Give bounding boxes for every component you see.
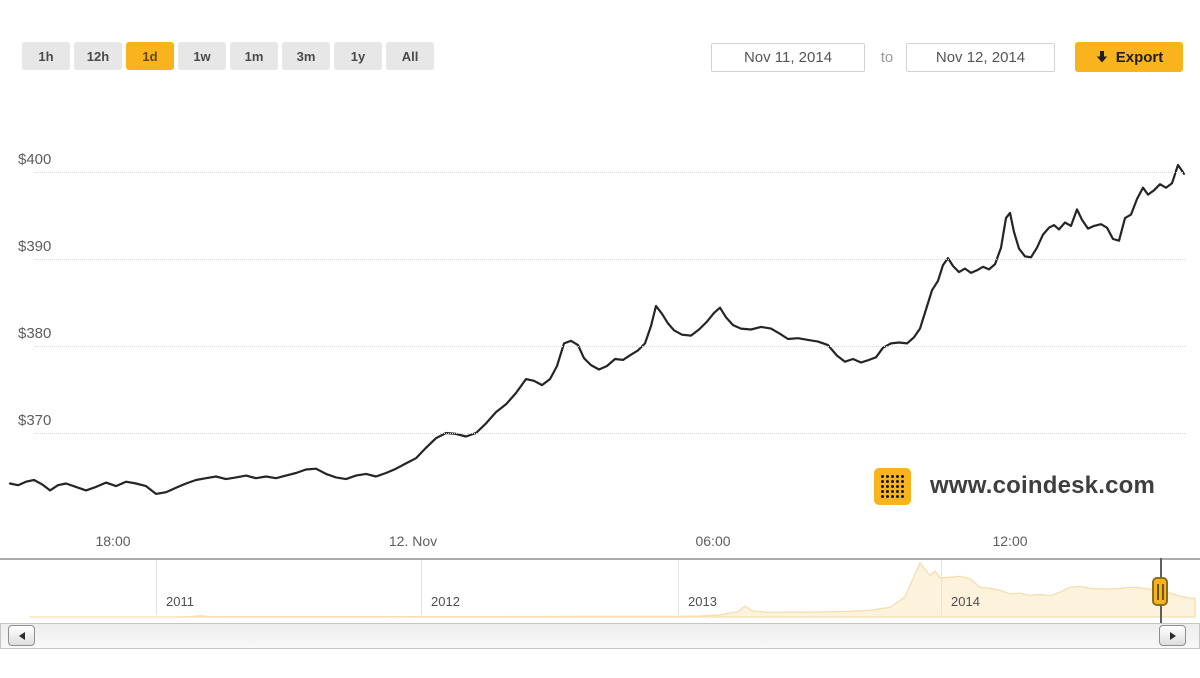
logo-dot	[881, 495, 884, 498]
logo-dot	[891, 485, 894, 488]
scrollbar-left-button[interactable]	[8, 625, 35, 646]
navigator-handle[interactable]	[1152, 577, 1168, 606]
download-arrow-icon	[1096, 51, 1107, 63]
x-axis-label: 12:00	[992, 533, 1028, 549]
logo-dot	[896, 490, 899, 493]
y-axis-label: $400	[18, 151, 52, 168]
handle-grip-line	[1161, 583, 1164, 600]
logo-dot	[901, 495, 904, 498]
handle-grip-line	[1156, 583, 1159, 600]
y-axis-label: $370	[18, 412, 52, 429]
range-button-1d[interactable]: 1d	[126, 42, 174, 70]
range-button-3m[interactable]: 3m	[282, 42, 330, 70]
logo-dot	[886, 485, 889, 488]
export-button[interactable]: Export	[1075, 42, 1183, 72]
logo-dot	[886, 475, 889, 478]
logo-dot	[881, 475, 884, 478]
navigator-year-gridline	[421, 560, 422, 615]
logo-dot	[891, 475, 894, 478]
logo-dot	[901, 490, 904, 493]
x-axis-label: 06:00	[695, 533, 731, 549]
logo-dot	[886, 490, 889, 493]
range-button-1w[interactable]: 1w	[178, 42, 226, 70]
coindesk-watermark: www.coindesk.com	[930, 472, 1156, 499]
navigator[interactable]	[0, 558, 1200, 620]
date-to-input[interactable]	[906, 43, 1055, 72]
logo-dot	[896, 480, 899, 483]
logo-dot	[891, 490, 894, 493]
x-axis-label: 18:00	[95, 533, 131, 549]
range-button-1m[interactable]: 1m	[230, 42, 278, 70]
logo-dot	[901, 485, 904, 488]
logo-dot	[891, 480, 894, 483]
logo-dot	[886, 495, 889, 498]
x-axis-label: 12. Nov	[388, 533, 438, 549]
navigator-top-border	[0, 558, 1200, 560]
navigator-year-label: 2013	[688, 594, 717, 609]
arrow-right-icon	[1169, 631, 1176, 640]
logo-dot	[901, 475, 904, 478]
logo-dot	[901, 480, 904, 483]
y-axis-label: $390	[18, 238, 52, 255]
navigator-year-label: 2014	[951, 594, 980, 609]
range-button-1h[interactable]: 1h	[22, 42, 70, 70]
coindesk-logo-icon	[874, 468, 911, 505]
logo-dot	[896, 475, 899, 478]
logo-dot	[881, 480, 884, 483]
logo-dot	[891, 495, 894, 498]
navigator-year-gridline	[156, 560, 157, 615]
scrollbar-right-button[interactable]	[1159, 625, 1186, 646]
navigator-year-gridline	[941, 560, 942, 615]
gridline-400	[35, 172, 1185, 173]
navigator-year-gridline	[678, 560, 679, 615]
logo-dot	[881, 490, 884, 493]
navigator-year-label: 2012	[431, 594, 460, 609]
range-buttons: 1h 12h 1d 1w 1m 3m 1y All	[22, 42, 434, 70]
logo-dot	[896, 485, 899, 488]
export-button-label: Export	[1115, 48, 1164, 66]
arrow-left-icon	[18, 631, 25, 640]
gridline-370	[35, 433, 1185, 434]
gridline-380	[35, 346, 1185, 347]
range-button-all[interactable]: All	[386, 42, 434, 70]
logo-dot	[886, 480, 889, 483]
range-button-12h[interactable]: 12h	[74, 42, 122, 70]
logo-dot	[896, 495, 899, 498]
gridline-390	[35, 259, 1185, 260]
date-range-to-label: to	[880, 49, 894, 66]
range-button-1y[interactable]: 1y	[334, 42, 382, 70]
logo-dot	[881, 485, 884, 488]
y-axis-label: $380	[18, 325, 52, 342]
scrollbar-track[interactable]	[0, 623, 1200, 649]
navigator-year-label: 2011	[166, 594, 194, 609]
date-from-input[interactable]	[711, 43, 865, 72]
